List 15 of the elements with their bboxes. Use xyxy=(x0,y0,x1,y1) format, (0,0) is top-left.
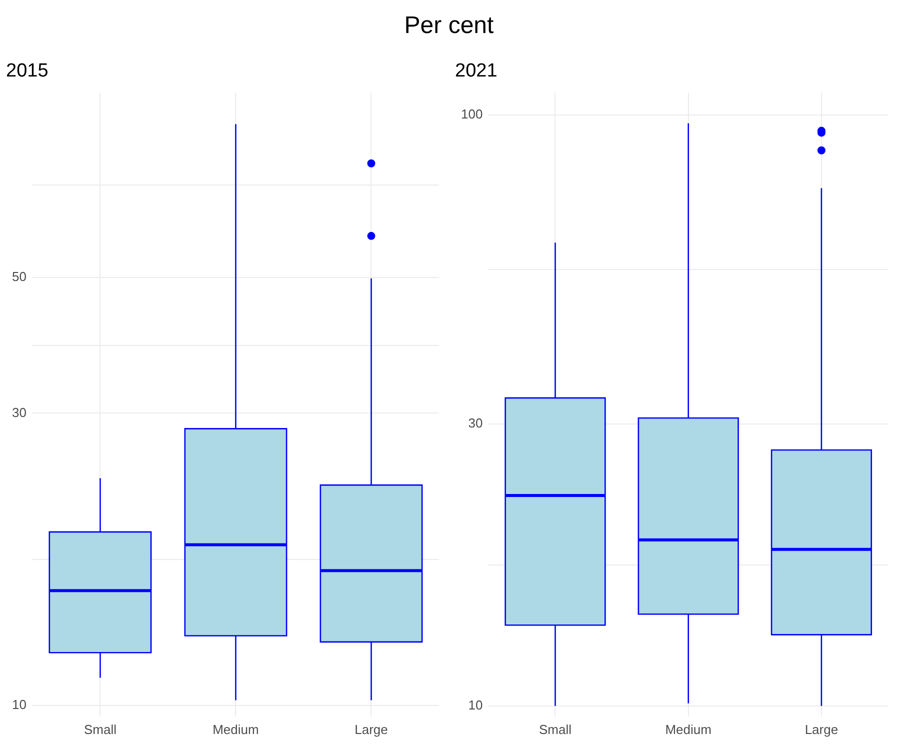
y-tick-label: 30 xyxy=(468,416,483,431)
x-tick-label: Small xyxy=(84,722,117,737)
chart-title: 2021 xyxy=(455,60,498,82)
y-tick-label: 10 xyxy=(12,697,26,712)
chart-title: 2015 xyxy=(6,60,48,82)
y-tick-label: 10 xyxy=(468,698,483,712)
x-tick-label: Medium xyxy=(665,722,712,737)
x-tick-label: Large xyxy=(804,722,838,737)
y-tick-label: 100 xyxy=(460,106,483,122)
text: Per cent xyxy=(404,12,494,40)
x-tick-label: Medium xyxy=(212,722,259,737)
y-tick-label: 50 xyxy=(12,268,26,284)
y-tick-label: 30 xyxy=(12,404,26,420)
x-tick-label: Small xyxy=(538,722,572,737)
x-tick-label: Large xyxy=(354,722,388,737)
